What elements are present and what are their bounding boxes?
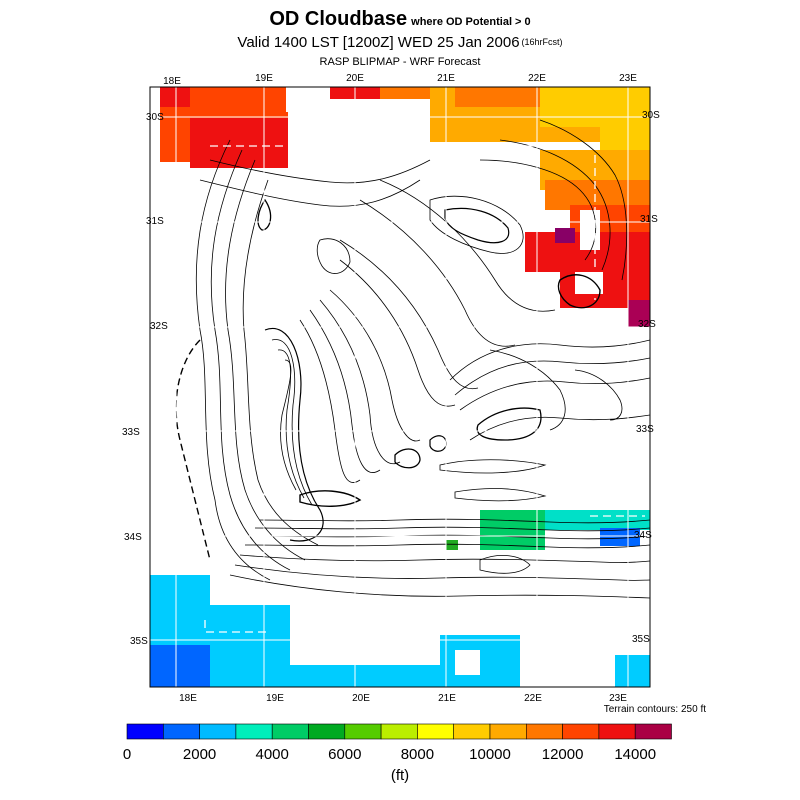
field-cell [480,510,545,550]
lat-label: 33S [122,427,140,438]
lat-label: 31S [640,214,658,225]
lat-label: 35S [632,634,650,645]
boundary-lines [204,145,645,633]
lat-label: 32S [150,321,168,332]
colorbar-swatch [417,723,454,740]
field-gap [286,87,330,112]
terrain-note: Terrain contours: 250 ft [603,704,706,715]
lon-label: 19E [255,73,273,84]
lon-label: 19E [266,693,284,704]
bottom-longitude-labels: 18E 19E 20E 21E 22E 23E [179,693,627,704]
colorbar-tick-label: 10000 [469,746,511,763]
field-cell [160,87,190,107]
lon-label: 20E [352,693,370,704]
lat-label: 30S [642,110,660,121]
colorbar-swatch [453,723,491,740]
colorbar-unit: (ft) [390,767,410,784]
field-cell [555,228,575,243]
colorbar-swatch [598,723,636,740]
colorbar-tick-labels: 0 2000 4000 6000 8000 10000 12000 14000 [123,746,656,763]
top-longitude-labels: 18E 19E 20E 21E 22E 23E [163,73,637,87]
field-cell [190,118,288,168]
field-gap [580,210,600,250]
left-latitude-labels: 30S 31S 32S 33S 34S 35S [122,112,168,647]
lon-label: 20E [346,73,364,84]
colorbar-tick-label: 2000 [183,746,216,763]
lon-label: 23E [619,73,637,84]
field-cell [545,510,650,530]
colorbar-swatch [344,723,382,740]
cloudbase-field [150,87,650,687]
colorbar-tick-label: 8000 [401,746,434,763]
colorbar-swatch [235,723,273,740]
lat-label: 30S [146,112,164,123]
field-cell [210,605,290,687]
colorbar-tick-label: 6000 [328,746,361,763]
colorbar-tick-label: 0 [123,746,131,763]
field-gap [455,650,480,675]
valid-time-text: Valid 1400 LST [1200Z] WED 25 Jan 2006 [237,34,520,51]
colorbar-swatch [562,723,600,740]
colorbar-swatch [163,723,200,740]
colorbar-swatch [271,723,309,740]
field-cell [446,540,458,550]
colorbar-swatch [380,723,418,740]
colorbar-swatch [126,723,164,740]
map-frame [149,86,651,688]
colorbar-swatch [634,723,672,740]
terrain-contours [175,119,650,599]
title-suffix: where OD Potential > 0 [411,16,531,28]
field-cell [628,300,650,327]
colorbar-tick-label: 4000 [256,746,289,763]
lon-label: 18E [179,693,197,704]
right-latitude-labels: 30S 31S 32S 33S 34S 35S [632,110,660,645]
lat-label: 35S [130,636,148,647]
title-main: OD Cloudbase [269,8,408,30]
colorbar-swatch [199,723,237,740]
colorbar-swatch [525,723,563,740]
colorbar [126,723,672,740]
colorbar-tick-label: 12000 [542,746,584,763]
lat-label: 34S [634,530,652,541]
lon-label: 23E [609,693,627,704]
lat-label: 34S [124,532,142,543]
forecast-tag: (16hrFcst) [521,37,563,47]
field-gap [575,272,603,294]
colorbar-tick-label: 14000 [614,746,656,763]
page-title: OD Cloudbase where OD Potential > 0 [0,8,800,31]
field-cell [380,87,430,99]
lat-lon-grid [150,87,650,687]
field-cell [600,528,640,546]
lon-label: 22E [528,73,546,84]
lat-label: 32S [638,319,656,330]
lat-label: 31S [146,216,164,227]
colorbar-swatch [308,723,346,740]
lon-label: 22E [524,693,542,704]
lat-label: 33S [636,424,654,435]
lon-label: 21E [437,73,455,84]
lon-label: 21E [438,693,456,704]
valid-time: Valid 1400 LST [1200Z] WED 25 Jan 2006 (1… [0,34,800,51]
lon-label: 18E [163,76,181,87]
field-cell [540,87,650,127]
field-gap [290,650,440,665]
field-cell [615,655,650,687]
model-label: RASP BLIPMAP - WRF Forecast [319,56,481,68]
colorbar-swatch [489,723,527,740]
